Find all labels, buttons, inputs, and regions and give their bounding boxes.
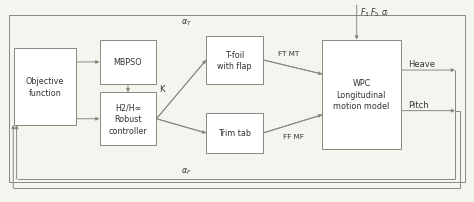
Text: Heave: Heave <box>409 60 436 69</box>
Text: $F_3\ F_5\ \sigma_i$: $F_3\ F_5\ \sigma_i$ <box>360 6 390 19</box>
Bar <box>322 40 401 149</box>
Bar <box>100 93 156 145</box>
Text: WPC
Longitudinal
motion model: WPC Longitudinal motion model <box>333 79 390 111</box>
Text: MBPSO: MBPSO <box>114 58 142 67</box>
Bar <box>206 36 263 85</box>
Bar <box>100 40 156 85</box>
Text: Pitch: Pitch <box>409 100 429 109</box>
Text: $\alpha_F$: $\alpha_F$ <box>181 166 191 176</box>
Text: T-foil
with flap: T-foil with flap <box>217 50 252 71</box>
Bar <box>206 113 263 154</box>
Bar <box>14 48 76 125</box>
Text: FF MF: FF MF <box>283 133 304 139</box>
Text: H2/H∞
Robust
controller: H2/H∞ Robust controller <box>109 103 147 135</box>
Bar <box>9 16 465 182</box>
Text: Trim tab: Trim tab <box>218 129 251 138</box>
Text: FT MT: FT MT <box>278 50 300 57</box>
Text: $\alpha_T$: $\alpha_T$ <box>181 18 192 28</box>
Text: Objective
function: Objective function <box>26 77 64 97</box>
Text: K: K <box>159 84 164 93</box>
